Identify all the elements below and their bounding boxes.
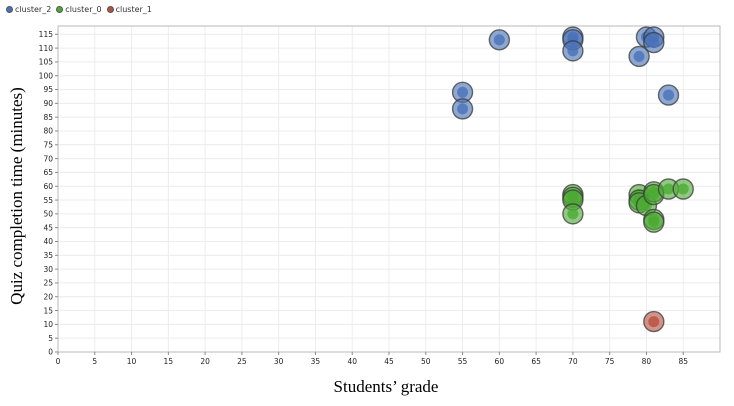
y-tick-label: 0 [48,348,53,357]
y-tick-label: 50 [43,210,53,219]
x-tick-label: 80 [642,357,652,366]
legend-label: cluster_1 [115,5,152,14]
y-tick-label: 60 [43,182,53,191]
x-axis-label: Students’ grade [334,377,439,396]
legend-item-cluster_2: cluster_2 [6,5,51,14]
y-tick-label: 70 [43,154,53,163]
legend-label: cluster_2 [15,5,52,14]
y-tick-label: 40 [43,237,53,246]
x-tick-label: 40 [347,357,357,366]
data-points [451,26,694,333]
x-tick-label: 70 [568,357,578,366]
y-tick-label: 10 [43,320,53,329]
data-point-cluster_2 [488,29,511,51]
legend-marker-icon [56,6,64,13]
x-tick-label: 55 [458,357,468,366]
legend-item-cluster_1: cluster_1 [106,5,152,14]
data-point-cluster_0 [562,203,584,225]
x-tick-label: 10 [127,357,137,366]
x-tick-label: 50 [421,357,431,366]
data-point-cluster_0 [657,178,680,200]
data-point-cluster_0 [672,178,694,200]
x-tick-label: 15 [164,357,174,366]
y-tick-label: 90 [43,99,53,108]
x-tick-label: 60 [495,357,505,366]
y-tick-label: 105 [39,58,54,67]
legend: cluster_2 cluster_0 cluster_1 [6,5,152,14]
legend-item-cluster_0: cluster_0 [56,5,102,14]
y-tick-label: 45 [43,223,53,232]
y-axis-label: Quiz completion time (minutes) [7,87,26,305]
data-point-cluster_2 [451,98,474,120]
y-tick-label: 30 [43,265,53,274]
y-tick-label: 35 [43,251,53,260]
legend-marker-icon [6,6,13,13]
y-tick-label: 15 [43,306,53,315]
legend-label: cluster_0 [65,5,102,14]
y-tick-label: 80 [43,127,53,136]
data-point-cluster_2 [562,40,584,62]
x-tick-label: 20 [200,357,210,366]
y-tick-label: 55 [43,196,53,205]
y-tick-label: 5 [48,334,53,343]
y-tick-label: 25 [43,279,53,288]
y-tick-label: 95 [43,85,53,94]
data-point-cluster_2 [628,45,650,68]
data-point-cluster_1 [643,310,665,333]
data-point-cluster_0 [643,211,665,233]
x-axis-ticks: 0 5 10 15 20 25 30 35 40 45 50 55 60 65 70 75 80 85 [56,352,688,366]
y-tick-label: 75 [43,140,53,149]
x-tick-label: 35 [311,357,321,366]
x-tick-label: 30 [274,357,284,366]
x-tick-label: 45 [384,357,394,366]
x-tick-label: 5 [92,357,97,366]
x-tick-label: 75 [605,357,615,366]
data-point-cluster_2 [657,84,680,106]
y-tick-label: 85 [43,113,53,122]
x-tick-label: 25 [237,357,247,366]
y-axis-ticks: 0 5 10 15 20 25 30 35 40 45 50 55 60 65 70 75 80 85 90 95 10… [39,30,58,357]
y-tick-label: 115 [39,30,54,39]
legend-marker-icon [106,6,114,13]
x-tick-label: 65 [531,357,541,366]
grid [57,26,720,353]
data-point-cluster_2 [643,31,665,54]
y-tick-label: 65 [43,168,53,177]
x-tick-label: 0 [56,357,61,366]
y-tick-label: 20 [43,292,53,301]
x-tick-label: 85 [678,357,688,366]
y-tick-label: 100 [39,71,54,80]
y-tick-label: 110 [39,44,54,53]
